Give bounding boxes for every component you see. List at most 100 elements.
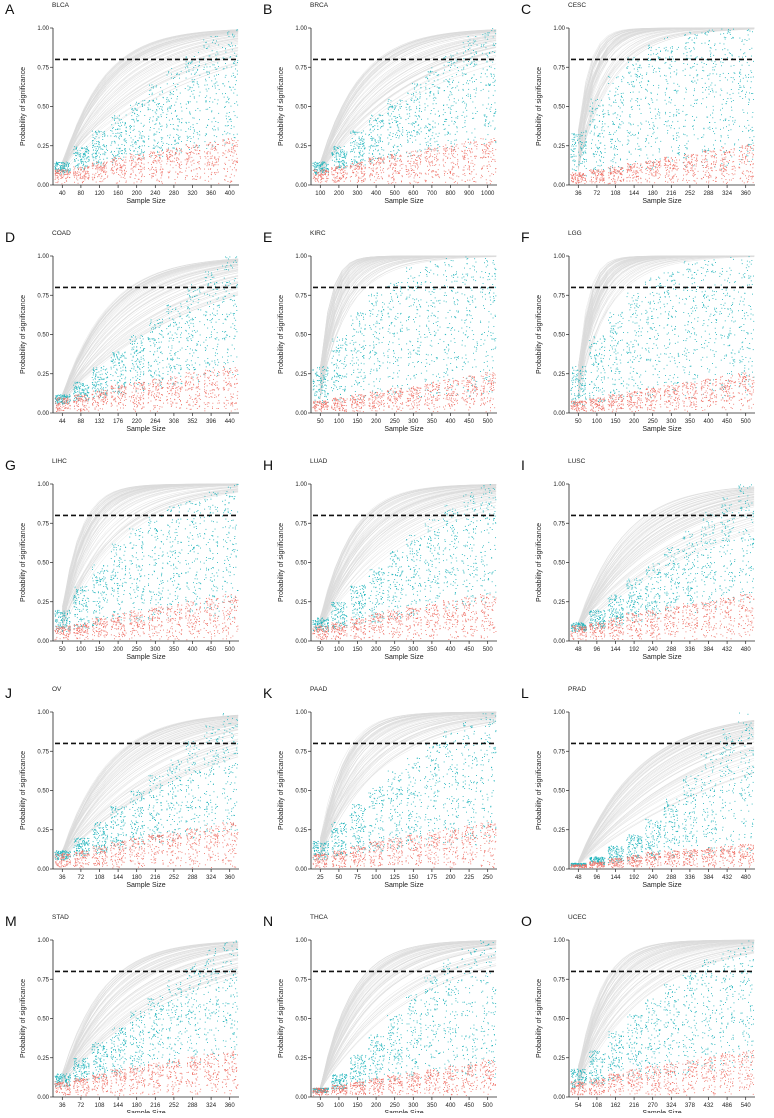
point-teal xyxy=(65,168,66,169)
point-salmon xyxy=(163,153,164,154)
point-teal xyxy=(101,162,102,163)
point-teal xyxy=(181,107,182,108)
point-salmon xyxy=(139,158,140,159)
point-teal xyxy=(151,87,152,88)
point-teal xyxy=(61,165,62,166)
point-teal xyxy=(119,136,120,137)
point-teal xyxy=(73,153,74,154)
point-teal xyxy=(126,115,127,116)
point-teal xyxy=(160,106,161,107)
point-salmon xyxy=(137,181,138,182)
point-teal xyxy=(76,147,77,148)
point-teal xyxy=(152,93,153,94)
point-salmon xyxy=(141,180,142,181)
point-salmon xyxy=(124,162,125,163)
point-salmon xyxy=(141,158,142,159)
point-salmon xyxy=(181,164,182,165)
point-teal xyxy=(179,119,180,120)
point-salmon xyxy=(118,158,119,159)
point-salmon xyxy=(131,169,132,170)
point-teal xyxy=(64,165,65,166)
point-salmon xyxy=(144,159,145,160)
point-salmon xyxy=(151,151,152,152)
point-teal xyxy=(137,151,138,152)
point-salmon xyxy=(62,172,63,173)
point-teal xyxy=(135,148,136,149)
point-teal xyxy=(95,153,96,154)
point-teal xyxy=(167,97,168,98)
point-teal xyxy=(149,101,150,102)
point-teal xyxy=(142,152,143,153)
point-salmon xyxy=(88,177,89,178)
point-salmon xyxy=(80,169,81,170)
point-salmon xyxy=(96,167,97,168)
point-teal xyxy=(159,129,160,130)
point-salmon xyxy=(159,181,160,182)
point-teal xyxy=(177,84,178,85)
point-salmon xyxy=(179,167,180,168)
point-teal xyxy=(102,139,103,140)
point-teal xyxy=(79,154,80,155)
point-salmon xyxy=(142,174,143,175)
point-teal xyxy=(85,151,86,152)
point-teal xyxy=(82,167,83,168)
point-salmon xyxy=(93,164,94,165)
point-salmon xyxy=(84,176,85,177)
point-salmon xyxy=(135,167,136,168)
point-teal xyxy=(159,147,160,148)
point-teal xyxy=(156,85,157,86)
point-teal xyxy=(179,139,180,140)
point-teal xyxy=(124,149,125,150)
point-teal xyxy=(92,131,93,132)
point-teal xyxy=(158,142,159,143)
point-teal xyxy=(179,137,180,138)
point-teal xyxy=(59,165,60,166)
point-teal xyxy=(114,156,115,157)
point-teal xyxy=(139,131,140,132)
point-teal xyxy=(178,125,179,126)
point-teal xyxy=(182,111,183,112)
point-teal xyxy=(116,158,117,159)
point-salmon xyxy=(135,157,136,158)
point-salmon xyxy=(99,176,100,177)
point-teal xyxy=(178,119,179,120)
point-teal xyxy=(119,156,120,157)
point-teal xyxy=(129,135,130,136)
point-teal xyxy=(161,109,162,110)
point-teal xyxy=(93,150,94,151)
point-salmon xyxy=(58,170,59,171)
point-salmon xyxy=(139,173,140,174)
point-teal xyxy=(174,148,175,149)
point-salmon xyxy=(161,172,162,173)
point-teal xyxy=(119,148,120,149)
point-teal xyxy=(99,131,100,132)
point-salmon xyxy=(55,178,56,179)
point-salmon xyxy=(101,181,102,182)
point-salmon xyxy=(84,169,85,170)
point-salmon xyxy=(150,153,151,154)
point-salmon xyxy=(106,163,107,164)
point-teal xyxy=(76,158,77,159)
point-teal xyxy=(114,120,115,121)
point-teal xyxy=(105,152,106,153)
point-teal xyxy=(86,148,87,149)
point-salmon xyxy=(79,167,80,168)
point-teal xyxy=(99,144,100,145)
point-salmon xyxy=(154,152,155,153)
point-salmon xyxy=(140,166,141,167)
point-salmon xyxy=(111,169,112,170)
point-teal xyxy=(168,72,169,73)
point-teal xyxy=(76,155,77,156)
point-teal xyxy=(87,158,88,159)
point-salmon xyxy=(119,170,120,171)
point-teal xyxy=(135,104,136,105)
point-salmon xyxy=(156,163,157,164)
point-salmon xyxy=(162,169,163,170)
point-teal xyxy=(85,156,86,157)
point-teal xyxy=(154,133,155,134)
point-salmon xyxy=(70,172,71,173)
point-salmon xyxy=(66,171,67,172)
point-teal xyxy=(174,77,175,78)
point-salmon xyxy=(82,176,83,177)
point-salmon xyxy=(81,169,82,170)
